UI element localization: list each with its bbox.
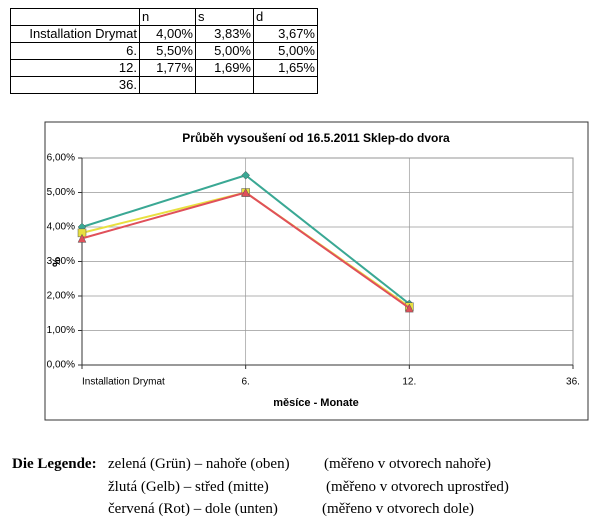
point-marker — [77, 233, 87, 243]
x-tick-label: Installation Drymat — [82, 377, 165, 388]
legend-note: (měřeno v otvorech uprostřed) — [326, 479, 509, 495]
chart-title: Průběh vysoušení od 16.5.2011 Sklep-do d… — [182, 131, 450, 145]
y-tick-label: 5,00% — [47, 187, 75, 198]
y-tick-label: 1,00% — [47, 325, 75, 336]
y-tick-label: 4,00% — [47, 222, 75, 233]
legend-line: zelená (Grün) – nahoře (oben) — [108, 456, 290, 472]
table-cell: 1,77% — [139, 59, 196, 77]
point-marker — [404, 303, 414, 313]
chart: Průběh vysoušení od 16.5.2011 Sklep-do d… — [44, 121, 589, 421]
y-tick-label: 2,00% — [47, 291, 75, 302]
legend-note: (měřeno v otvorech nahoře) — [324, 456, 492, 472]
legend-note: (měřeno v otvorech dole) — [322, 501, 475, 517]
table-cell: 5,00% — [195, 42, 254, 60]
x-tick-label: 36. — [566, 377, 580, 388]
y-axis-label: % — [51, 257, 63, 267]
legend-line: červená (Rot) – dole (unten) — [108, 501, 278, 517]
table-cell — [253, 76, 318, 94]
y-tick-label: 0,00% — [47, 360, 75, 371]
data-table: n s d Installation Drymat 4,00% 3,83% 3,… — [10, 8, 318, 94]
x-tick-label: 6. — [241, 377, 249, 388]
x-axis-label: měsíce - Monate — [273, 397, 359, 409]
point-marker — [241, 187, 251, 197]
table-cell: 5,50% — [139, 42, 196, 60]
y-tick-label: 6,00% — [47, 153, 75, 164]
point-marker — [241, 170, 251, 180]
legend-heading: Die Legende: — [12, 456, 97, 472]
table-cell: 3,67% — [253, 25, 318, 43]
x-tick-label: 12. — [402, 377, 416, 388]
y-tick-label: 3,00% — [47, 256, 75, 267]
legend-line: žlutá (Gelb) – střed (mitte) — [108, 479, 269, 495]
